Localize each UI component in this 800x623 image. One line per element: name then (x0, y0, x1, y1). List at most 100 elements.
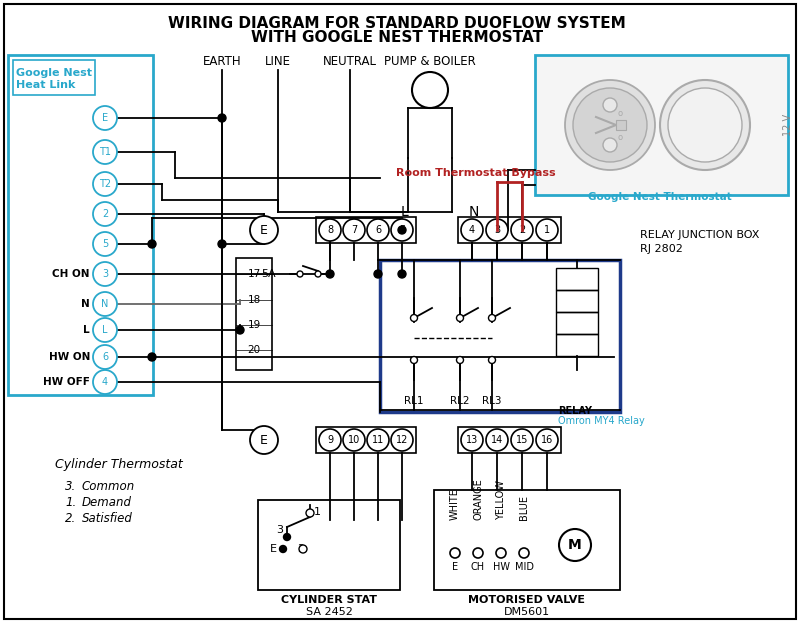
Text: 3: 3 (494, 225, 500, 235)
Bar (556, 334, 598, 356)
Text: 19: 19 (247, 320, 261, 330)
Text: RJ 2802: RJ 2802 (640, 244, 683, 254)
Circle shape (461, 429, 483, 451)
Circle shape (93, 318, 117, 342)
Text: 20: 20 (247, 345, 261, 355)
Circle shape (279, 546, 286, 553)
Text: WHITE: WHITE (450, 488, 460, 520)
Circle shape (565, 80, 655, 170)
Circle shape (489, 356, 495, 363)
Text: 10: 10 (348, 435, 360, 445)
Bar (316, 217, 416, 243)
Circle shape (391, 219, 413, 241)
Text: 6: 6 (102, 352, 108, 362)
Text: MID: MID (514, 562, 534, 572)
Text: 1.: 1. (65, 496, 76, 509)
Circle shape (93, 140, 117, 164)
Text: LINE: LINE (265, 55, 291, 68)
Bar (236, 258, 272, 370)
Text: E: E (260, 224, 268, 237)
Bar (434, 490, 620, 590)
Circle shape (250, 426, 278, 454)
Circle shape (398, 226, 406, 234)
Circle shape (319, 429, 341, 451)
Text: YELLOW: YELLOW (496, 480, 506, 520)
Circle shape (559, 529, 591, 561)
Bar (535, 55, 788, 195)
Text: 12: 12 (396, 435, 408, 445)
Text: N: N (82, 299, 90, 309)
Text: Demand: Demand (82, 496, 132, 509)
Text: Satisfied: Satisfied (82, 512, 133, 525)
Circle shape (603, 138, 617, 152)
Circle shape (250, 216, 278, 244)
Text: 6: 6 (375, 225, 381, 235)
Text: E: E (260, 434, 268, 447)
Text: HW ON: HW ON (49, 352, 90, 362)
Text: CH: CH (471, 562, 485, 572)
Text: 1: 1 (314, 507, 321, 517)
Circle shape (319, 219, 341, 241)
Circle shape (297, 271, 303, 277)
Circle shape (93, 262, 117, 286)
Text: 4: 4 (469, 225, 475, 235)
Circle shape (93, 202, 117, 226)
Bar (13, 60, 95, 95)
Text: CH ON: CH ON (53, 269, 90, 279)
Text: SA 2452: SA 2452 (306, 607, 353, 617)
Bar (8, 55, 153, 395)
Circle shape (148, 240, 156, 248)
Circle shape (306, 509, 314, 517)
Text: 16: 16 (541, 435, 553, 445)
Text: RL2: RL2 (450, 396, 470, 406)
Text: RL1: RL1 (404, 396, 424, 406)
Text: N: N (102, 299, 109, 309)
Text: 5: 5 (399, 225, 405, 235)
Text: 5A: 5A (262, 269, 276, 279)
Text: T1: T1 (99, 147, 111, 157)
Circle shape (660, 80, 750, 170)
Text: Room Thermostat Bypass: Room Thermostat Bypass (396, 168, 556, 178)
Text: L: L (83, 325, 90, 335)
Circle shape (299, 545, 307, 553)
Text: RL3: RL3 (482, 396, 502, 406)
Text: M: M (568, 538, 582, 552)
Text: 2: 2 (297, 544, 304, 554)
Text: E: E (102, 113, 108, 123)
Text: Google Nest Thermostat: Google Nest Thermostat (588, 192, 732, 202)
Text: 15: 15 (516, 435, 528, 445)
Bar (316, 427, 416, 453)
Text: Heat Link: Heat Link (16, 80, 75, 90)
Text: Google Nest: Google Nest (16, 68, 92, 78)
Circle shape (511, 219, 533, 241)
Circle shape (519, 548, 529, 558)
Circle shape (315, 271, 321, 277)
Text: Omron MY4 Relay: Omron MY4 Relay (558, 416, 645, 426)
Text: Cylinder Thermostat: Cylinder Thermostat (55, 458, 182, 471)
Text: ORANGE: ORANGE (473, 478, 483, 520)
Circle shape (473, 548, 483, 558)
Circle shape (573, 88, 647, 162)
Circle shape (410, 315, 418, 321)
Circle shape (668, 88, 742, 162)
Text: 14: 14 (491, 435, 503, 445)
Text: L: L (102, 325, 108, 335)
Text: MOTORISED VALVE: MOTORISED VALVE (469, 595, 586, 605)
Text: 9: 9 (327, 435, 333, 445)
Bar (458, 427, 561, 453)
Circle shape (93, 106, 117, 130)
Bar (556, 290, 598, 312)
Text: 8: 8 (327, 225, 333, 235)
Text: 2.: 2. (65, 512, 76, 525)
Text: WITH GOOGLE NEST THERMOSTAT: WITH GOOGLE NEST THERMOSTAT (251, 30, 543, 45)
Bar (556, 268, 598, 290)
Text: NEUTRAL: NEUTRAL (323, 55, 377, 68)
Circle shape (93, 345, 117, 369)
Circle shape (93, 370, 117, 394)
Text: E: E (270, 544, 277, 554)
Bar (258, 500, 400, 590)
Text: 17: 17 (247, 269, 261, 279)
Text: PUMP & BOILER: PUMP & BOILER (384, 55, 476, 68)
Circle shape (367, 219, 389, 241)
Circle shape (412, 72, 448, 108)
